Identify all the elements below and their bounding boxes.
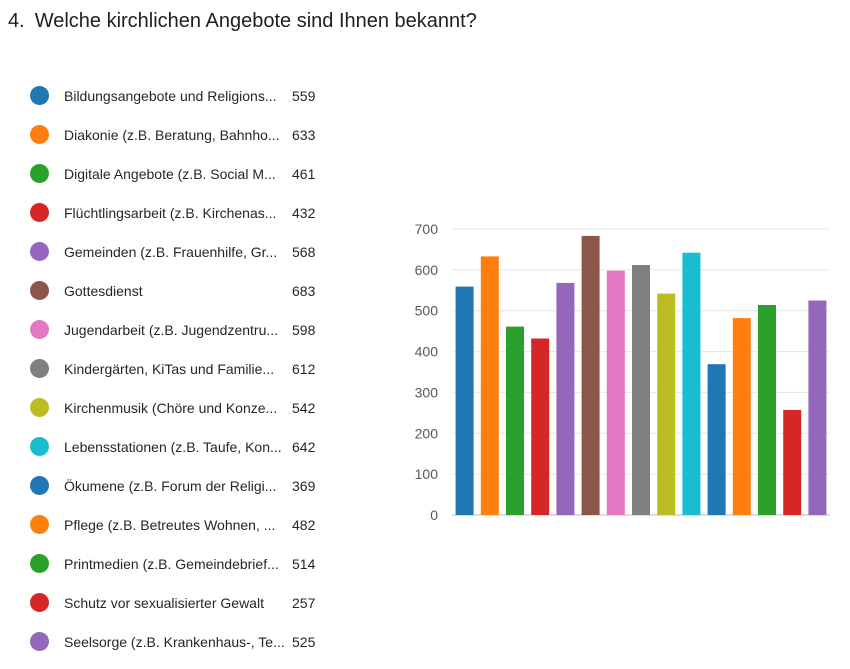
legend-color-dot	[30, 281, 49, 300]
legend-color-dot	[30, 515, 49, 534]
bar[interactable]	[581, 235, 600, 515]
legend-color-dot	[30, 320, 49, 339]
y-tick-label: 500	[415, 303, 439, 319]
legend-label: Printmedien (z.B. Gemeindebrief...	[64, 555, 279, 572]
legend-item[interactable]: Digitale Angebote (z.B. Social M... 461	[30, 154, 330, 193]
legend-label: Diakonie (z.B. Beratung, Bahnho...	[64, 126, 280, 143]
legend-value: 633	[292, 126, 316, 143]
y-tick-label: 700	[415, 221, 439, 237]
bar[interactable]	[606, 270, 625, 515]
legend-color-dot	[30, 125, 49, 144]
legend-color-dot	[30, 242, 49, 261]
legend-label: Bildungsangebote und Religions...	[64, 87, 277, 104]
legend-color-dot	[30, 164, 49, 183]
bar[interactable]	[707, 364, 726, 515]
legend-value: 559	[292, 87, 316, 104]
legend-item[interactable]: Printmedien (z.B. Gemeindebrief... 514	[30, 544, 330, 583]
bar-chart-svg: 0 100 200 300 400 500 600 700	[415, 221, 830, 523]
legend-item[interactable]: Kindergärten, KiTas und Familie... 612	[30, 349, 330, 388]
legend-item[interactable]: Gottesdienst 683	[30, 271, 330, 310]
bar[interactable]	[632, 265, 650, 515]
legend-color-dot	[30, 86, 49, 105]
legend-value: 612	[292, 360, 316, 377]
bar[interactable]	[480, 256, 499, 515]
legend-label: Gottesdienst	[64, 282, 143, 299]
chart-legend: Bildungsangebote und Religions... 559 Diak…	[30, 76, 330, 661]
legend-value: 432	[292, 204, 316, 221]
y-tick-label: 0	[430, 507, 438, 523]
question-title: 4. Welche kirchlichen Angebote sind Ihnen…	[8, 10, 477, 33]
legend-value: 525	[292, 633, 316, 650]
legend-value: 514	[292, 555, 316, 572]
legend-label: Digitale Angebote (z.B. Social M...	[64, 165, 276, 182]
legend-label: Seelsorge (z.B. Krankenhaus-, Te...	[64, 633, 285, 650]
legend-value: 568	[292, 243, 316, 260]
legend-item[interactable]: Schutz vor sexualisierter Gewalt 257	[30, 583, 330, 622]
bar[interactable]	[783, 410, 802, 515]
bar[interactable]	[455, 286, 474, 515]
legend-item[interactable]: Ökumene (z.B. Forum der Religi... 369	[30, 466, 330, 505]
legend-value: 482	[292, 516, 316, 533]
y-tick-label: 300	[415, 384, 439, 400]
bar-chart: 0 100 200 300 400 500 600 700	[400, 215, 840, 525]
bar[interactable]	[556, 282, 575, 515]
legend-item[interactable]: Gemeinden (z.B. Frauenhilfe, Gr... 568	[30, 232, 330, 271]
legend-item[interactable]: Seelsorge (z.B. Krankenhaus-, Te... 525	[30, 622, 330, 661]
legend-value: 598	[292, 321, 316, 338]
legend-item[interactable]: Pflege (z.B. Betreutes Wohnen, ... 482	[30, 505, 330, 544]
legend-color-dot	[30, 359, 49, 378]
question-text: Welche kirchlichen Angebote sind Ihnen b…	[34, 10, 477, 32]
legend-label: Kirchenmusik (Chöre und Konze...	[64, 399, 278, 416]
bar[interactable]	[732, 318, 751, 515]
question-number: 4.	[8, 10, 25, 32]
legend-value: 683	[292, 282, 316, 299]
legend-item[interactable]: Kirchenmusik (Chöre und Konze... 542	[30, 388, 330, 427]
legend-label: Ökumene (z.B. Forum der Religi...	[64, 477, 277, 494]
y-tick-label: 100	[415, 466, 439, 482]
legend-item[interactable]: Lebensstationen (z.B. Taufe, Kon... 642	[30, 427, 330, 466]
legend-label: Flüchtlingsarbeit (z.B. Kirchenas...	[64, 204, 277, 221]
legend-label: Kindergärten, KiTas und Familie...	[64, 360, 275, 377]
y-tick-label: 600	[415, 262, 439, 278]
legend-label: Gemeinden (z.B. Frauenhilfe, Gr...	[64, 243, 278, 260]
y-tick-label: 400	[415, 344, 439, 360]
legend-label: Lebensstationen (z.B. Taufe, Kon...	[64, 438, 282, 455]
bar[interactable]	[657, 293, 676, 515]
bar[interactable]	[682, 252, 701, 515]
legend-value: 642	[292, 438, 316, 455]
legend-item[interactable]: Flüchtlingsarbeit (z.B. Kirchenas... 432	[30, 193, 330, 232]
legend-value: 257	[292, 594, 316, 611]
bar[interactable]	[531, 338, 550, 516]
legend-item[interactable]: Diakonie (z.B. Beratung, Bahnho... 633	[30, 115, 330, 154]
legend-color-dot	[30, 593, 49, 612]
legend-color-dot	[30, 554, 49, 573]
legend-label: Pflege (z.B. Betreutes Wohnen, ...	[64, 516, 276, 533]
bar[interactable]	[506, 326, 524, 515]
legend-item[interactable]: Bildungsangebote und Religions... 559	[30, 76, 330, 115]
legend-color-dot	[30, 632, 49, 651]
legend-color-dot	[30, 398, 49, 417]
legend-value: 542	[292, 399, 316, 416]
y-tick-label: 200	[415, 425, 439, 441]
legend-value: 461	[292, 165, 316, 182]
legend-color-dot	[30, 203, 49, 222]
bar[interactable]	[808, 300, 827, 516]
legend-label: Schutz vor sexualisierter Gewalt	[64, 594, 264, 611]
legend-item[interactable]: Jugendarbeit (z.B. Jugendzentru... 598	[30, 310, 330, 349]
legend-color-dot	[30, 437, 49, 456]
legend-color-dot	[30, 476, 49, 495]
bar[interactable]	[758, 305, 776, 515]
legend-value: 369	[292, 477, 316, 494]
legend-label: Jugendarbeit (z.B. Jugendzentru...	[64, 321, 279, 338]
